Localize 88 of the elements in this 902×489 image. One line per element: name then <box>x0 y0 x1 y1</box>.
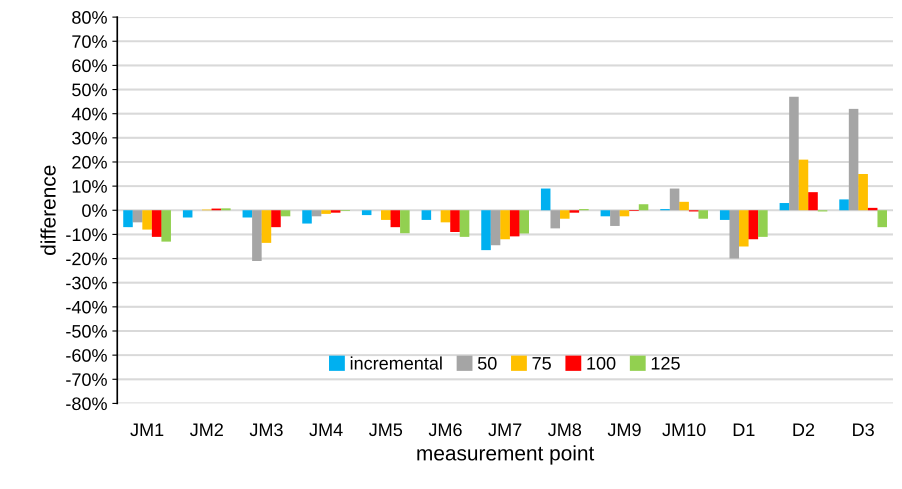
bar <box>460 210 470 237</box>
x-tick-label: JM1 <box>130 424 164 436</box>
bar <box>490 210 500 246</box>
bar <box>519 210 529 234</box>
y-tick-label: 60% <box>72 59 107 72</box>
bar <box>748 210 758 240</box>
bar <box>123 210 133 228</box>
bar <box>182 210 192 218</box>
bar <box>780 203 790 210</box>
bar <box>271 210 281 228</box>
y-tick-label: -10% <box>66 228 107 242</box>
y-tick-label: -50% <box>66 324 107 338</box>
bar <box>152 210 162 237</box>
bar <box>400 210 410 234</box>
legend-label: 75 <box>532 357 551 370</box>
y-tick-label: -30% <box>66 276 107 290</box>
x-tick-label: JM7 <box>488 424 522 436</box>
y-axis-title: difference <box>40 166 56 255</box>
y-tick-label: 40% <box>72 108 107 120</box>
legend-label: 100 <box>587 356 616 370</box>
x-tick-label: D2 <box>793 423 814 436</box>
bar <box>698 210 708 219</box>
bar <box>670 188 680 210</box>
bar <box>132 210 142 222</box>
y-tick-label: 70% <box>72 35 107 48</box>
y-tick-label: 10% <box>72 180 107 193</box>
bar <box>161 210 171 242</box>
y-tick-label: -20% <box>66 252 107 266</box>
x-tick-label: JM4 <box>309 424 343 436</box>
y-tick-label: 20% <box>72 156 107 169</box>
x-tick-label: D3 <box>853 423 874 436</box>
bar <box>848 108 858 210</box>
bar <box>877 210 888 228</box>
x-axis-title: measurement point <box>417 445 594 465</box>
bar <box>540 188 550 210</box>
y-tick-label: -70% <box>66 373 107 386</box>
bar <box>321 210 331 214</box>
x-tick-label: JM8 <box>548 423 582 436</box>
legend-label: incremental <box>350 356 442 370</box>
bar <box>312 210 322 216</box>
bar <box>242 210 252 218</box>
bar <box>789 96 799 210</box>
x-tick-label: JM2 <box>190 423 223 436</box>
legend-label: 50 <box>478 356 497 370</box>
bar <box>858 174 868 210</box>
x-tick-label: D1 <box>734 424 754 436</box>
bar <box>798 160 808 210</box>
bar <box>620 210 630 216</box>
bar <box>390 210 400 228</box>
bar <box>362 210 372 216</box>
bar <box>381 210 391 220</box>
y-tick-label: 50% <box>72 83 107 96</box>
bar <box>280 210 290 216</box>
bar <box>560 210 570 219</box>
y-tick-label: 80% <box>72 11 107 24</box>
bar <box>500 210 510 240</box>
bar <box>610 210 620 226</box>
y-tick-label: 30% <box>72 132 107 145</box>
bar <box>739 210 749 246</box>
bar <box>481 210 491 250</box>
bar <box>720 210 730 220</box>
y-tick-label: -80% <box>66 397 107 410</box>
bar <box>868 208 878 210</box>
bar <box>550 210 560 228</box>
bar <box>142 210 152 230</box>
bar <box>262 210 272 243</box>
x-tick-label: JM3 <box>250 423 283 436</box>
x-tick-label: JM6 <box>428 423 462 436</box>
bar <box>450 210 460 232</box>
bar <box>510 210 520 236</box>
y-tick-label: 0% <box>82 204 107 217</box>
bar <box>440 210 450 222</box>
y-tick-label: -40% <box>66 300 107 314</box>
y-tick-label: -60% <box>66 349 107 362</box>
bar <box>729 210 740 259</box>
bar <box>758 210 768 237</box>
bar <box>600 210 610 216</box>
x-tick-label: JM10 <box>662 423 706 436</box>
bar <box>808 192 818 210</box>
bar <box>839 199 849 210</box>
bar <box>252 210 262 261</box>
bar <box>302 210 312 224</box>
x-tick-label: JM9 <box>608 423 641 436</box>
bar <box>679 202 689 210</box>
bar <box>422 210 432 220</box>
legend-label: 125 <box>652 356 680 370</box>
x-tick-label: JM5 <box>369 424 402 436</box>
bar <box>638 204 648 210</box>
